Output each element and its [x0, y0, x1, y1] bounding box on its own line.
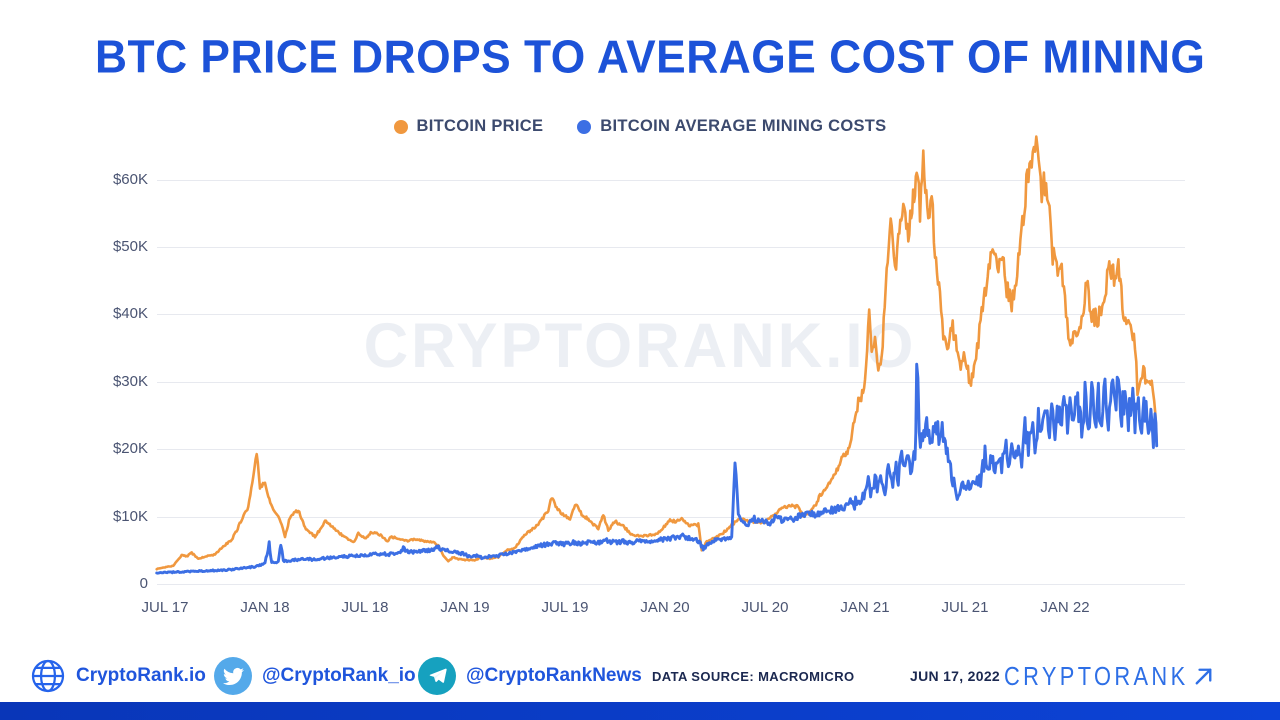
telegram-link-label[interactable]: @CryptoRankNews — [466, 665, 642, 686]
y-tick-label: $40K — [112, 305, 148, 323]
data-source-label: DATA SOURCE: MACROMICRO — [652, 668, 855, 684]
bitcoin-price-dot-icon — [393, 119, 408, 134]
data-source: DATA SOURCE: MACROMICRO — [652, 650, 855, 702]
legend-item-mining-costs: BITCOIN AVERAGE MINING COSTS — [577, 117, 886, 136]
bottom-accent-bar — [0, 702, 1280, 720]
y-tick-label: 0 — [139, 575, 148, 592]
x-tick-label: JAN 21 — [840, 599, 890, 616]
globe-icon — [30, 650, 66, 702]
gridline — [157, 314, 1185, 316]
x-tick-label: JUL 21 — [941, 599, 989, 616]
y-tick-label: $50K — [112, 238, 148, 255]
y-tick-label: $20K — [112, 440, 148, 458]
watermark: CRYPTORANK.IO — [363, 311, 917, 381]
brand-wordmark: CRYPTORANK — [1004, 660, 1189, 691]
gridline — [157, 584, 1185, 585]
series-line-mining-costs — [155, 362, 1159, 575]
x-tick-label: JUL 18 — [341, 599, 389, 616]
gridline — [157, 516, 1185, 518]
mining-costs-dot-icon — [577, 119, 592, 134]
y-tick-label: $10K — [112, 507, 148, 525]
x-tick-label: JAN 20 — [640, 599, 690, 616]
twitter-link[interactable]: @CryptoRank_io — [262, 650, 416, 702]
x-tick-label: JAN 18 — [240, 599, 290, 616]
gridline — [157, 247, 1185, 248]
website-link-label[interactable]: CryptoRank.io — [76, 665, 206, 686]
x-tick-label: JUL 19 — [541, 599, 589, 616]
y-tick-label: $30K — [112, 372, 148, 390]
gridline — [157, 179, 1185, 181]
y-tick-label: $60K — [112, 170, 148, 188]
arrow-up-right-icon — [1190, 650, 1217, 702]
brand-logo[interactable]: CRYPTORANK — [1004, 650, 1224, 702]
x-tick-label: JUL 17 — [141, 599, 189, 616]
chart-legend: BITCOIN PRICE BITCOIN AVERAGE MINING COS… — [0, 117, 1280, 136]
telegram-icon — [418, 650, 456, 702]
x-tick-label: JAN 19 — [440, 599, 490, 616]
gridline — [157, 449, 1185, 451]
twitter-icon — [214, 650, 252, 702]
legend-label-bitcoin-price: BITCOIN PRICE — [416, 117, 544, 135]
x-tick-label: JAN 22 — [1040, 599, 1090, 616]
x-tick-label: JUL 20 — [741, 599, 789, 616]
gridline — [157, 381, 1185, 383]
website-link[interactable]: CryptoRank.io — [76, 650, 206, 702]
legend-item-bitcoin-price: BITCOIN PRICE — [393, 117, 544, 136]
legend-label-mining-costs: BITCOIN AVERAGE MINING COSTS — [600, 117, 887, 135]
series-line-bitcoin-price — [155, 135, 1158, 571]
chart-date-label: JUN 17, 2022 — [910, 668, 1000, 684]
telegram-link[interactable]: @CryptoRankNews — [466, 650, 642, 702]
chart-date: JUN 17, 2022 — [910, 650, 1000, 702]
footer: CryptoRank.io @CryptoRank_io @CryptoRank… — [0, 650, 1280, 702]
twitter-link-label[interactable]: @CryptoRank_io — [262, 665, 416, 686]
page-title: BTC PRICE DROPS TO AVERAGE COST OF MININ… — [95, 30, 1206, 84]
